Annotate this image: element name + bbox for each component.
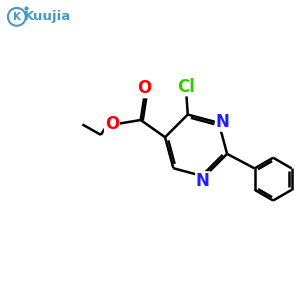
Text: O: O (137, 80, 152, 98)
Text: Cl: Cl (177, 78, 195, 96)
Text: N: N (216, 113, 230, 131)
Text: K: K (13, 12, 21, 22)
Text: Kuujia: Kuujia (24, 10, 71, 23)
Text: N: N (196, 172, 210, 190)
Text: O: O (105, 115, 119, 133)
